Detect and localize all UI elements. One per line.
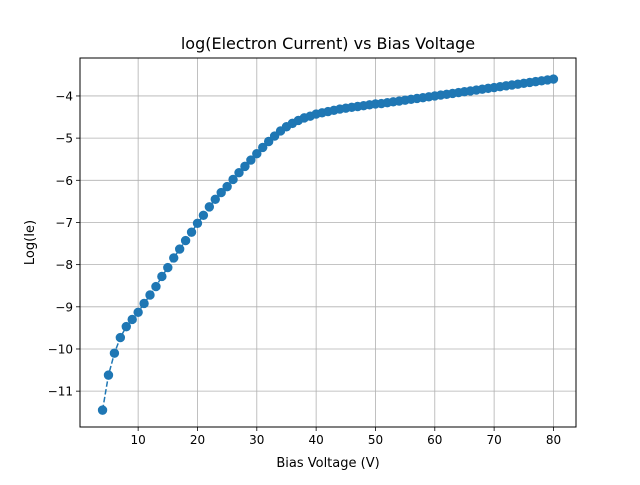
- data-point: [169, 253, 179, 263]
- data-point: [186, 227, 197, 237]
- data-point: [157, 271, 167, 282]
- x-tick-label: 70: [486, 433, 501, 447]
- data-point: [115, 332, 126, 343]
- data-point: [198, 210, 209, 220]
- grid-layer: [80, 58, 576, 427]
- data-point: [240, 161, 250, 172]
- x-tick-label: 60: [427, 433, 442, 447]
- data-point: [97, 405, 108, 415]
- data-point: [210, 194, 220, 204]
- y-axis-label: Log(Ie): [23, 220, 38, 265]
- y-tick-label: −9: [55, 300, 73, 314]
- x-tick-label: 30: [249, 433, 264, 447]
- data-point: [109, 348, 120, 358]
- y-tick-label: −5: [55, 132, 73, 146]
- plot-frame: [79, 57, 577, 428]
- y-tick-label: −7: [55, 216, 73, 230]
- y-tick-label: −11: [48, 385, 73, 399]
- x-tick-label: 20: [190, 433, 205, 447]
- data-point: [180, 235, 191, 246]
- data-point: [133, 307, 143, 317]
- data-point: [163, 262, 173, 273]
- x-tick-label: 80: [546, 433, 561, 447]
- data-point: [234, 168, 244, 178]
- x-tick-label: 10: [131, 433, 146, 447]
- data-point: [145, 290, 155, 300]
- data-point: [204, 202, 215, 212]
- data-point: [192, 218, 203, 229]
- y-tick-label: −8: [55, 258, 73, 272]
- y-tick-label: −6: [55, 174, 73, 188]
- chart-title: log(Electron Current) vs Bias Voltage: [181, 34, 475, 53]
- data-point: [269, 131, 280, 141]
- y-tick-label: −10: [48, 342, 73, 356]
- data-point: [258, 142, 268, 153]
- x-axis-label: Bias Voltage (V): [276, 456, 379, 471]
- data-point: [263, 136, 274, 147]
- data-point: [222, 181, 232, 192]
- data-point: [174, 244, 185, 254]
- x-tick-label: 40: [308, 433, 323, 447]
- data-point: [121, 321, 131, 332]
- data-point: [246, 155, 256, 165]
- series-layer: [97, 74, 559, 415]
- tick-layer: 10 20 30 40 50 60 70 80 −11 −10 −9 −8 −7 −6 −5 −4: [48, 89, 561, 447]
- data-point: [228, 174, 238, 185]
- data-point: [151, 281, 161, 292]
- data-point: [216, 187, 226, 198]
- y-tick-label: −4: [55, 89, 73, 103]
- data-point: [252, 149, 262, 159]
- data-point: [548, 74, 559, 84]
- data-point: [103, 370, 114, 380]
- data-point: [139, 298, 149, 309]
- data-point: [127, 314, 137, 325]
- x-tick-label: 50: [368, 433, 383, 447]
